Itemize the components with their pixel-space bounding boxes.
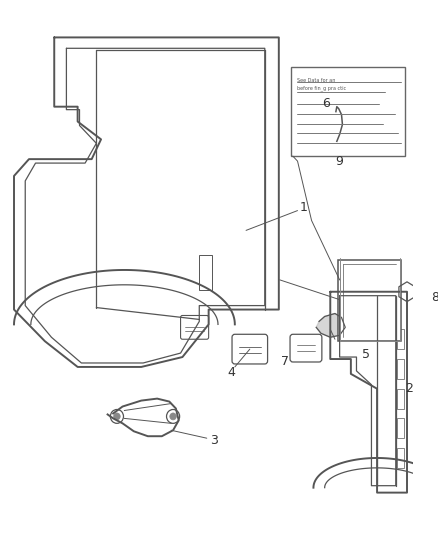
FancyBboxPatch shape bbox=[232, 334, 268, 364]
Bar bbox=[199, 255, 212, 290]
Text: 2: 2 bbox=[405, 382, 413, 395]
Text: 8: 8 bbox=[431, 291, 438, 304]
Bar bbox=[397, 448, 404, 468]
Text: 4: 4 bbox=[227, 366, 235, 379]
FancyBboxPatch shape bbox=[290, 334, 322, 362]
Text: before fin_g pra ctic: before fin_g pra ctic bbox=[297, 85, 346, 91]
Text: 1: 1 bbox=[300, 201, 308, 214]
Text: 9: 9 bbox=[336, 155, 343, 167]
Text: 7: 7 bbox=[281, 354, 290, 368]
Text: 3: 3 bbox=[210, 434, 218, 447]
FancyBboxPatch shape bbox=[180, 316, 208, 339]
Bar bbox=[397, 329, 404, 349]
Bar bbox=[338, 260, 401, 341]
Circle shape bbox=[170, 413, 177, 420]
Bar bbox=[397, 418, 404, 438]
Polygon shape bbox=[316, 313, 345, 337]
Text: See Data for an: See Data for an bbox=[297, 78, 335, 83]
Text: 5: 5 bbox=[362, 348, 370, 361]
Bar bbox=[291, 67, 405, 156]
Text: 6: 6 bbox=[321, 97, 329, 110]
Bar bbox=[397, 359, 404, 379]
Circle shape bbox=[113, 413, 120, 420]
Bar bbox=[397, 389, 404, 408]
